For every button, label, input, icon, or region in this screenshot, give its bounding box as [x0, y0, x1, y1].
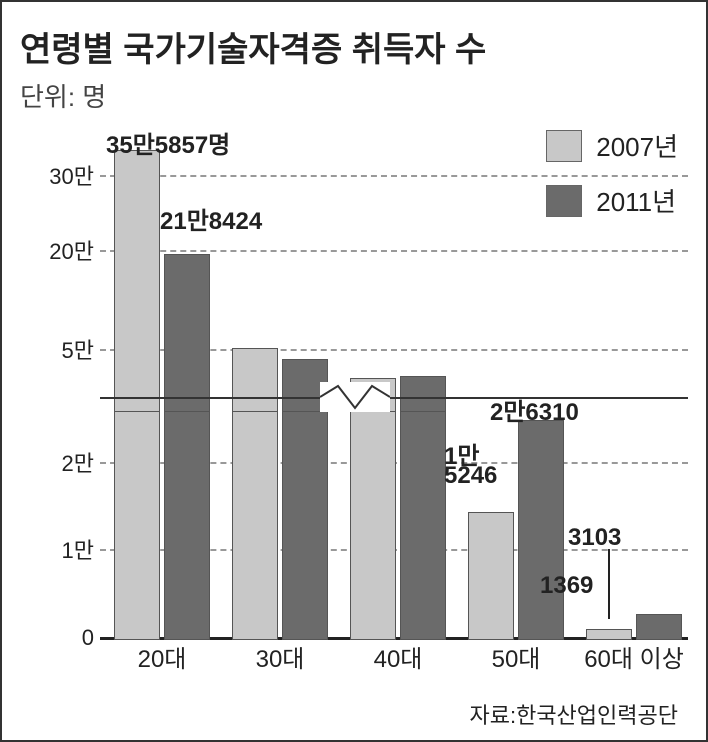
plot-area: 30만 20만 5만 35만5857명 21만8424 2만 1만 0 — [20, 122, 688, 680]
x-category-label: 40대 — [344, 639, 452, 674]
chart-title: 연령별 국가기술자격증 취득자 수 — [20, 22, 688, 71]
bar-2011 — [518, 420, 564, 640]
callout-60dae-2011 — [608, 549, 610, 619]
lower-segment: 2만 1만 0 1만 5246 2만6310 1369 3103 — [20, 412, 688, 640]
label-20dae-2007: 35만5857명 — [106, 125, 230, 160]
ytick-5man: 5만 — [20, 333, 94, 365]
chart-container: 연령별 국가기술자격증 취득자 수 단위: 명 2007년 2011년 30만 … — [0, 0, 708, 742]
ytick-2man: 2만 — [20, 446, 94, 478]
x-category-label: 50대 — [462, 639, 570, 674]
bar-group-lower — [108, 412, 216, 640]
ytick-1man: 1만 — [20, 533, 94, 565]
x-category-label: 60대 이상 — [580, 639, 688, 674]
bar-group-lower — [226, 412, 334, 640]
bar-2007 — [114, 150, 160, 412]
bar-group-upper — [462, 147, 570, 382]
bar-group-upper — [344, 147, 452, 382]
bar-group-upper — [580, 147, 688, 382]
upper-segment: 30만 20만 5만 35만5857명 21만8424 — [20, 147, 688, 382]
x-labels-row: 20대 30대 40대 50대 60대 이상 — [100, 640, 688, 680]
bar-group-upper — [226, 147, 334, 382]
bar-2011 — [400, 412, 446, 640]
source-value: 한국산업인력공단 — [516, 703, 678, 728]
label-50dae-2011: 2만6310 — [490, 392, 579, 427]
chart-source: 자료:한국산업인력공단 — [469, 698, 678, 730]
bar-2007 — [350, 412, 396, 640]
ytick-0: 0 — [20, 625, 94, 651]
bar-2011 — [164, 412, 210, 640]
bar-2011 — [282, 412, 328, 640]
bar-2011 — [636, 614, 682, 640]
label-60dae-2007: 1369 — [540, 572, 593, 600]
axis-break-line — [100, 397, 688, 399]
x-category-label: 20대 — [108, 639, 216, 674]
x-category-label: 30대 — [226, 639, 334, 674]
axis-break-zig — [320, 382, 390, 412]
bar-2007 — [232, 412, 278, 640]
label-20dae-2011: 21만8424 — [160, 201, 262, 236]
bar-group-lower — [344, 412, 452, 640]
source-label: 자료: — [469, 703, 516, 728]
chart-unit: 단위: 명 — [20, 77, 688, 114]
upper-bars — [100, 147, 688, 382]
label-60dae-2011: 3103 — [568, 524, 621, 552]
axis-break — [20, 382, 688, 412]
bar-group-upper — [108, 147, 216, 382]
bar-2007 — [114, 412, 160, 640]
label-50dae-2007-l2: 5246 — [444, 462, 497, 490]
ytick-20man: 20만 — [20, 234, 94, 266]
bar-2007 — [468, 512, 514, 640]
ytick-30man: 30만 — [20, 159, 94, 191]
